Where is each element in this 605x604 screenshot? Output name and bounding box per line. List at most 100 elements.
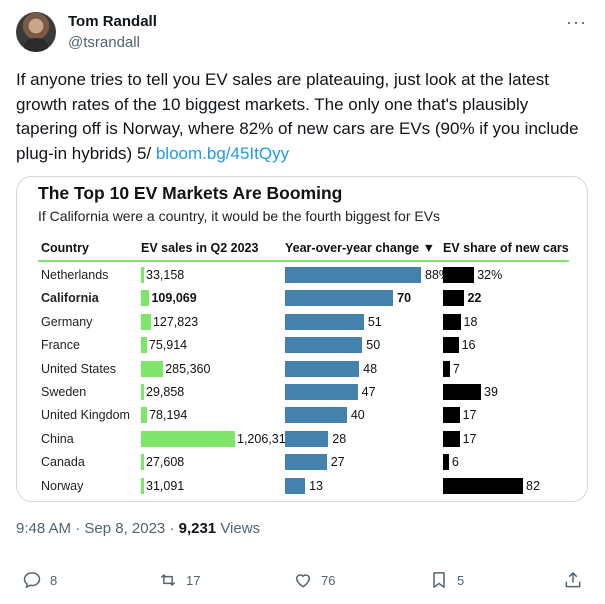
sales-label: 109,069	[151, 291, 197, 306]
reply-icon	[23, 572, 41, 589]
column-header-sales: EV sales in Q2 2023	[141, 241, 259, 255]
country-label: China	[41, 431, 74, 446]
share-button[interactable]	[563, 568, 591, 592]
yoy-label: 13	[309, 478, 323, 493]
share-bar	[443, 360, 450, 377]
country-label: United States	[41, 361, 117, 376]
bookmark-count: 5	[457, 572, 465, 588]
table-row: China 1,206,316 28 17	[17, 428, 587, 451]
yoy-bar	[285, 360, 360, 377]
reply-button[interactable]: 8	[22, 568, 57, 592]
more-options-icon[interactable]: ···	[566, 12, 587, 32]
user-name[interactable]: Tom Randall	[68, 13, 157, 30]
share-bar	[443, 384, 482, 400]
sales-label: 1,206,316	[237, 431, 293, 446]
share-label: 16	[461, 338, 476, 353]
like-button[interactable]: 76	[293, 568, 335, 592]
sales-bar	[141, 313, 151, 330]
avatar[interactable]	[16, 12, 56, 52]
country-label: Sweden	[41, 385, 87, 399]
sales-label: 33,158	[146, 268, 185, 282]
country-label: Canada	[41, 455, 85, 470]
repost-icon	[160, 574, 176, 586]
yoy-label: 28	[332, 431, 347, 446]
country-label: Netherlands	[41, 268, 109, 282]
timestamp[interactable]: 9:48 AM · Sep 8, 2023 · 9,231 Views	[16, 520, 260, 537]
share-bar	[443, 407, 460, 424]
yoy-bar	[285, 384, 358, 400]
table-row: Sweden 29,858 47 39	[17, 381, 587, 404]
share-bar	[443, 430, 460, 447]
sales-bar	[141, 384, 144, 400]
share-bar	[443, 267, 475, 283]
sales-bar	[141, 337, 147, 354]
share-label: 39	[484, 385, 498, 399]
yoy-label: 51	[367, 314, 382, 329]
yoy-label: 40	[350, 408, 365, 423]
user-handle[interactable]: @tsrandall	[68, 34, 140, 51]
sales-bar	[141, 267, 144, 283]
table-row: California 109,069 70 22	[17, 287, 587, 310]
sales-bar	[141, 360, 164, 377]
sales-label: 127,823	[152, 314, 199, 329]
chart-title: The Top 10 EV Markets Are Booming	[38, 183, 343, 203]
country-label: California	[41, 291, 99, 306]
share-label: 82	[526, 478, 540, 493]
share-label: 17	[462, 408, 477, 423]
table-row: United States 285,360 48 7	[17, 358, 587, 381]
heart-icon	[295, 574, 311, 588]
sales-label: 78,194	[149, 408, 188, 423]
sales-bar	[141, 290, 150, 307]
share-label: 18	[463, 314, 478, 329]
share-bar	[443, 454, 449, 471]
yoy-bar	[285, 407, 347, 424]
table-row: Germany 127,823 51 18	[17, 311, 587, 334]
chart-subtitle: If California were a country, it would b…	[38, 208, 441, 224]
header-rule	[38, 260, 569, 262]
sales-label: 31,091	[146, 478, 185, 493]
share-label: 17	[462, 431, 477, 446]
yoy-bar	[285, 477, 306, 494]
bookmark-icon	[433, 572, 445, 588]
country-label: Norway	[41, 478, 84, 493]
table-row: Canada 27,608 27 6	[17, 451, 587, 474]
sales-label: 29,858	[146, 385, 185, 399]
yoy-bar	[285, 313, 364, 330]
yoy-bar	[285, 290, 394, 307]
share-label: 7	[452, 361, 460, 376]
yoy-label: 47	[361, 385, 376, 399]
repost-button[interactable]: 17	[158, 568, 200, 592]
yoy-label: 27	[330, 455, 345, 470]
post-time: 9:48 AM · Sep 8, 2023 ·	[16, 520, 179, 537]
sales-label: 285,360	[165, 361, 211, 376]
chart-card[interactable]: The Top 10 EV Markets Are Booming If Cal…	[16, 176, 588, 502]
column-header-yoy: Year-over-year change ▼	[285, 241, 435, 255]
repost-count: 17	[186, 572, 201, 588]
yoy-label: 50	[366, 338, 381, 353]
yoy-bar	[285, 337, 363, 354]
views-count: 9,231	[178, 520, 217, 537]
sales-label: 75,914	[148, 338, 188, 353]
sales-bar	[141, 407, 148, 424]
yoy-bar	[285, 454, 327, 471]
share-icon	[565, 572, 581, 588]
table-row: Netherlands 33,158 88% 32%	[17, 264, 587, 287]
share-bar	[443, 313, 461, 330]
share-label: 32%	[477, 268, 503, 282]
bookmark-button[interactable]: 5	[429, 568, 464, 592]
table-row: Norway 31,091 13 82	[17, 475, 587, 498]
table-row: United Kingdom 78,194 40 17	[17, 404, 587, 427]
tweet-link[interactable]: bloom.bg/45ItQyy	[155, 143, 290, 163]
like-count: 76	[321, 572, 336, 588]
yoy-bar	[285, 267, 421, 283]
share-bar	[443, 337, 459, 354]
column-header-country: Country	[41, 241, 89, 255]
sales-bar	[141, 454, 144, 471]
sales-bar	[141, 477, 144, 494]
share-label: 6	[451, 455, 459, 470]
country-label: Germany	[41, 314, 93, 329]
yoy-label: 48	[363, 361, 378, 376]
sales-bar	[141, 430, 235, 447]
reply-count: 8	[50, 572, 58, 588]
column-header-share: EV share of new cars	[443, 241, 569, 255]
